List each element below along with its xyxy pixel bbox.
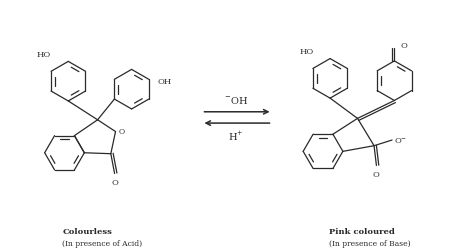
- Text: (In presence of Acid): (In presence of Acid): [62, 239, 142, 247]
- Text: Colourless: Colourless: [62, 228, 112, 235]
- Text: O: O: [400, 42, 407, 50]
- Text: O: O: [373, 170, 380, 178]
- Text: H$^{+}$: H$^{+}$: [228, 129, 244, 142]
- Text: Pink coloured: Pink coloured: [329, 228, 395, 235]
- Text: O: O: [119, 127, 125, 135]
- Text: HO: HO: [36, 50, 50, 58]
- Text: (In presence of Base): (In presence of Base): [329, 239, 411, 247]
- Text: O$^{-}$: O$^{-}$: [394, 136, 407, 145]
- Text: $^{-}$OH: $^{-}$OH: [224, 95, 248, 106]
- Text: OH: OH: [157, 78, 172, 85]
- Text: HO: HO: [299, 48, 314, 56]
- Text: O: O: [111, 178, 118, 186]
